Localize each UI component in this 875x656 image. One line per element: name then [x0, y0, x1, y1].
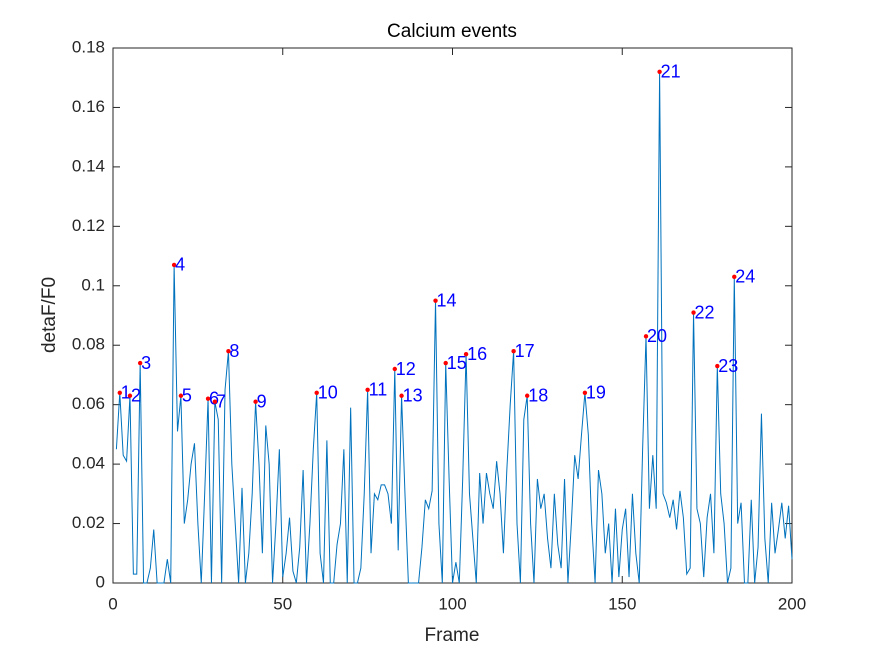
event-marker [205, 396, 211, 401]
event-marker [178, 393, 184, 398]
event-marker [226, 348, 231, 354]
event-label: 7 [216, 391, 226, 411]
data-line [115, 71, 793, 584]
event-marker [643, 334, 649, 339]
event-label: 14 [437, 290, 457, 310]
y-tick-label: 0.12 [72, 216, 105, 235]
event-label: 19 [586, 383, 606, 403]
event-label: 18 [528, 386, 548, 406]
event-label: 3 [141, 353, 151, 373]
event-marker [314, 390, 319, 395]
event-marker [582, 390, 588, 395]
event-label: 15 [447, 353, 467, 373]
event-marker [511, 348, 516, 354]
event-marker [137, 360, 143, 366]
event-label: 5 [182, 386, 192, 406]
event-marker [253, 399, 258, 404]
y-tick-label: 0 [96, 572, 105, 591]
event-marker [732, 274, 737, 280]
event-marker [691, 310, 696, 315]
y-tick-label: 0.18 [72, 37, 105, 56]
y-tick-label: 0.02 [72, 513, 105, 532]
event-label: 13 [403, 386, 423, 406]
y-axis-label: detaF/F0 [39, 277, 60, 353]
event-label: 24 [735, 267, 755, 287]
chart-title: Calcium events [387, 21, 517, 42]
y-tick-label: 0.1 [81, 275, 105, 294]
event-marker [657, 69, 662, 74]
event-label: 9 [257, 391, 267, 411]
y-tick-label: 0.14 [72, 156, 105, 175]
event-marker [127, 393, 133, 398]
event-label: 23 [718, 356, 738, 376]
event-marker [463, 351, 469, 357]
event-marker [443, 360, 448, 366]
event-label: 2 [131, 386, 141, 406]
axes-box [112, 47, 793, 584]
x-tick-label: 50 [273, 594, 292, 613]
event-marker [365, 387, 370, 393]
event-label: 4 [175, 255, 185, 275]
event-label: 17 [515, 341, 535, 361]
event-label: 20 [647, 326, 667, 346]
y-tick-label: 0.08 [72, 335, 105, 354]
event-label: 12 [396, 359, 416, 379]
event-marker [117, 390, 122, 395]
event-marker [212, 399, 218, 404]
x-tick-label: 0 [108, 594, 117, 613]
y-tick-label: 0.04 [72, 454, 105, 473]
event-label: 22 [695, 302, 715, 322]
x-tick-label: 150 [608, 594, 636, 613]
event-marker [433, 298, 438, 303]
y-tick-label: 0.16 [72, 97, 105, 116]
y-tick-label: 0.06 [72, 394, 105, 413]
event-label: 11 [369, 380, 388, 400]
x-tick-label: 100 [438, 594, 466, 613]
event-label: 16 [467, 344, 487, 364]
x-axis-label: Frame [425, 625, 480, 646]
event-label: 21 [661, 62, 681, 82]
event-label: 10 [318, 383, 338, 403]
event-marker [171, 262, 177, 268]
event-marker [715, 363, 720, 369]
event-label: 8 [229, 341, 239, 361]
event-marker [524, 393, 530, 398]
event-marker [392, 366, 397, 372]
event-label: 1 [121, 383, 131, 403]
x-tick-label: 200 [778, 594, 806, 613]
event-label: 6 [209, 388, 219, 408]
event-marker [399, 393, 404, 398]
